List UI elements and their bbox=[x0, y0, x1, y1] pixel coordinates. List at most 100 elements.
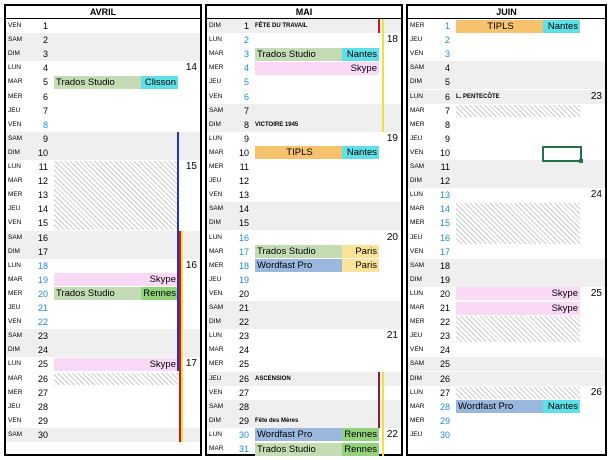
day-row[interactable]: MER 11 bbox=[207, 160, 401, 174]
day-row[interactable]: MAR 14 bbox=[408, 202, 605, 216]
day-row[interactable]: MAR 12 bbox=[6, 174, 200, 188]
day-row[interactable]: DIM 26 bbox=[408, 371, 605, 386]
event-label[interactable]: Trados Studio bbox=[54, 287, 141, 301]
day-row[interactable]: DIM 17 bbox=[6, 244, 200, 259]
day-row[interactable]: VEN 29 bbox=[6, 414, 200, 428]
event-place[interactable]: Skype bbox=[342, 61, 379, 75]
day-row[interactable]: MAR 17 bbox=[207, 245, 401, 259]
day-row[interactable]: MER 25 bbox=[207, 357, 401, 371]
day-row[interactable]: SAM 11 bbox=[408, 160, 605, 175]
event-place[interactable]: Skype bbox=[543, 301, 580, 315]
day-row[interactable]: VEN 15 bbox=[6, 216, 200, 230]
day-row[interactable]: LUN 9 19 bbox=[207, 132, 401, 146]
day-row[interactable]: JEU 7 bbox=[6, 104, 200, 118]
event-label[interactable]: Trados Studio bbox=[255, 442, 342, 456]
event-place[interactable]: Rennes bbox=[342, 442, 379, 456]
day-row[interactable]: MAR 31 bbox=[207, 442, 401, 456]
day-row[interactable]: VEN 3 bbox=[408, 47, 605, 61]
day-row[interactable]: MER 22 bbox=[408, 315, 605, 329]
event-place[interactable]: Nantes bbox=[543, 400, 580, 414]
event-label[interactable]: Trados Studio bbox=[255, 47, 342, 61]
day-row[interactable]: VEN 8 bbox=[6, 118, 200, 132]
day-row[interactable]: SAM 2 bbox=[6, 33, 200, 48]
day-row[interactable]: VEN 13 bbox=[207, 188, 401, 202]
event-block[interactable] bbox=[54, 357, 141, 371]
day-row[interactable]: VEN 6 bbox=[207, 90, 401, 104]
day-row[interactable]: MAR 5 bbox=[6, 75, 200, 89]
day-row[interactable]: DIM 22 bbox=[207, 315, 401, 330]
day-row[interactable]: VEN 20 bbox=[207, 287, 401, 301]
day-row[interactable]: DIM 24 bbox=[6, 343, 200, 358]
day-row[interactable]: LUN 30 22 bbox=[207, 428, 401, 442]
event-place[interactable]: Paris bbox=[342, 259, 379, 273]
day-row[interactable]: LUN 18 16 bbox=[6, 259, 200, 273]
day-row[interactable]: VEN 22 bbox=[6, 315, 200, 329]
day-row[interactable]: MAR 10 bbox=[207, 146, 401, 160]
event-block[interactable] bbox=[255, 61, 342, 75]
day-row[interactable]: MER 20 bbox=[6, 287, 200, 301]
day-row[interactable]: MER 27 bbox=[6, 386, 200, 400]
day-row[interactable]: SAM 25 bbox=[408, 357, 605, 372]
event-block[interactable] bbox=[456, 301, 543, 315]
day-row[interactable]: LUN 27 26 bbox=[408, 386, 605, 400]
day-row[interactable]: MER 15 bbox=[408, 216, 605, 230]
event-place[interactable]: Nantes bbox=[342, 146, 379, 160]
day-row[interactable]: LUN 23 21 bbox=[207, 329, 401, 343]
day-row[interactable]: MER 18 bbox=[207, 259, 401, 273]
day-row[interactable]: MER 13 bbox=[6, 188, 200, 202]
day-row[interactable]: SAM 23 bbox=[6, 329, 200, 344]
day-row[interactable]: LUN 13 24 bbox=[408, 188, 605, 202]
day-row[interactable]: JEU 16 bbox=[408, 231, 605, 245]
day-row[interactable]: MER 8 bbox=[408, 118, 605, 132]
event-block[interactable] bbox=[456, 287, 543, 301]
day-row[interactable]: DIM 8 VICTOIRE 1945 bbox=[207, 117, 401, 132]
day-row[interactable]: LUN 6 L. PENTECÔTE 23 bbox=[408, 89, 605, 104]
day-row[interactable]: SAM 18 bbox=[408, 258, 605, 273]
day-row[interactable]: LUN 16 20 bbox=[207, 231, 401, 245]
day-row[interactable]: MAR 3 bbox=[207, 47, 401, 61]
day-row[interactable]: JEU 5 bbox=[207, 75, 401, 89]
event-place[interactable]: Rennes bbox=[141, 287, 178, 301]
day-row[interactable]: JEU 23 bbox=[408, 329, 605, 343]
day-row[interactable]: JEU 12 bbox=[207, 174, 401, 188]
event-place[interactable]: Skype bbox=[141, 357, 178, 371]
day-row[interactable]: JEU 9 bbox=[408, 132, 605, 146]
event-label[interactable]: Wordfast Pro bbox=[456, 400, 543, 414]
day-row[interactable]: LUN 11 15 bbox=[6, 160, 200, 174]
day-row[interactable]: JEU 2 bbox=[408, 33, 605, 47]
day-row[interactable]: JEU 14 bbox=[6, 202, 200, 216]
event-label[interactable]: Trados Studio bbox=[255, 245, 342, 259]
day-row[interactable]: SAM 21 bbox=[207, 301, 401, 316]
day-row[interactable]: DIM 5 bbox=[408, 75, 605, 90]
day-row[interactable]: MAR 24 bbox=[207, 343, 401, 357]
day-row[interactable]: MER 1 bbox=[408, 19, 605, 33]
day-row[interactable]: VEN 27 bbox=[207, 386, 401, 400]
event-place[interactable]: Skype bbox=[141, 273, 178, 287]
event-place[interactable]: Rennes bbox=[342, 428, 379, 442]
day-row[interactable]: JEU 19 bbox=[207, 273, 401, 287]
day-row[interactable]: JEU 30 bbox=[408, 428, 605, 442]
selected-cell[interactable] bbox=[542, 145, 583, 164]
day-row[interactable]: SAM 28 bbox=[207, 399, 401, 414]
day-row[interactable]: JEU 26 ASCENSION bbox=[207, 371, 401, 386]
event-place[interactable]: Nantes bbox=[342, 47, 379, 61]
day-row[interactable]: DIM 3 bbox=[6, 47, 200, 62]
day-row[interactable]: MER 6 bbox=[6, 90, 200, 104]
day-row[interactable]: JEU 21 bbox=[6, 301, 200, 315]
day-row[interactable]: MER 29 bbox=[408, 414, 605, 428]
day-row[interactable]: SAM 9 bbox=[6, 131, 200, 146]
day-row[interactable]: DIM 15 bbox=[207, 216, 401, 231]
event-place[interactable]: Skype bbox=[543, 287, 580, 301]
day-row[interactable]: MAR 26 bbox=[6, 372, 200, 386]
day-row[interactable]: VEN 17 bbox=[408, 245, 605, 259]
event-label[interactable]: Wordfast Pro bbox=[255, 259, 342, 273]
day-row[interactable]: SAM 14 bbox=[207, 202, 401, 217]
event-label[interactable]: TIPLS bbox=[456, 19, 543, 33]
day-row[interactable]: SAM 16 bbox=[6, 230, 200, 245]
day-row[interactable]: MAR 7 bbox=[408, 104, 605, 118]
day-row[interactable]: VEN 1 bbox=[6, 19, 200, 33]
day-row[interactable]: MAR 28 bbox=[408, 400, 605, 414]
day-row[interactable]: MAR 21 bbox=[408, 301, 605, 315]
day-row[interactable]: VEN 24 bbox=[408, 343, 605, 357]
day-row[interactable]: VEN 10 bbox=[408, 146, 605, 160]
